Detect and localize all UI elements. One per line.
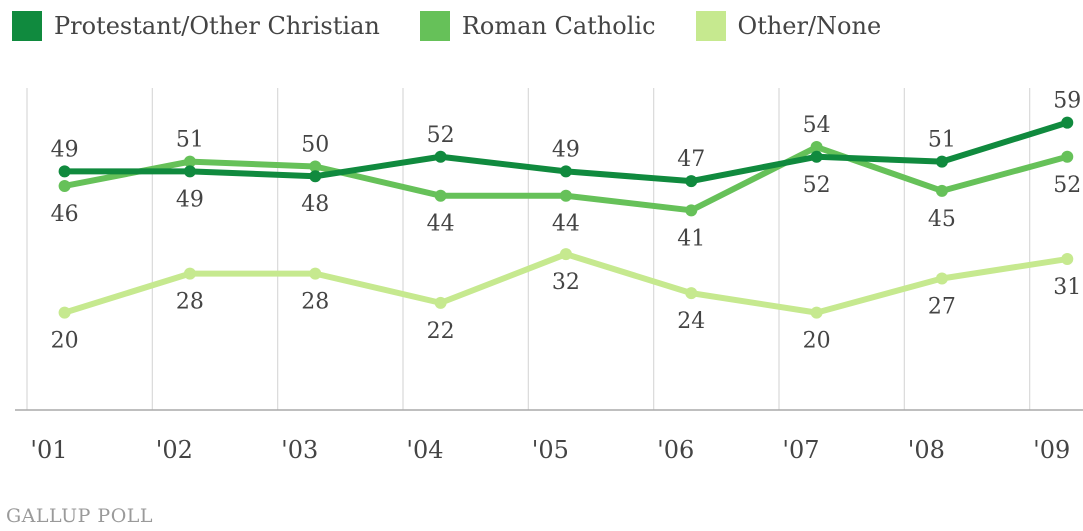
data-point (685, 175, 698, 188)
data-label: 49 (552, 137, 580, 162)
grid-lines (26, 88, 1031, 410)
chart-legend: Protestant/Other Christian Roman Catholi… (12, 6, 921, 46)
x-tick-label: '08 (908, 436, 945, 464)
legend-item-catholic: Roman Catholic (419, 11, 656, 41)
data-label: 47 (677, 147, 705, 172)
data-point (309, 160, 322, 173)
legend-item-other: Other/None (695, 11, 882, 41)
data-point (183, 165, 196, 178)
x-tick-label: '07 (782, 436, 819, 464)
series-lines (58, 116, 1074, 319)
data-label: 52 (427, 123, 455, 148)
data-point (810, 141, 823, 154)
data-point (810, 150, 823, 163)
data-point (935, 184, 948, 197)
data-point (58, 165, 71, 178)
data-label: 31 (1053, 275, 1081, 300)
data-label: 22 (427, 319, 455, 344)
data-point (309, 267, 322, 280)
data-point (685, 204, 698, 217)
x-tick-label: '06 (657, 436, 694, 464)
legend-label-protestant: Protestant/Other Christian (54, 12, 380, 40)
data-point (559, 189, 572, 202)
x-tick-label: '01 (30, 436, 67, 464)
data-point (434, 296, 447, 309)
data-point (810, 306, 823, 319)
data-label: 44 (552, 212, 580, 237)
data-point (559, 165, 572, 178)
legend-swatch-protestant (12, 11, 42, 41)
data-point (1061, 116, 1074, 129)
legend-label-catholic: Roman Catholic (461, 12, 656, 40)
data-label: 32 (552, 270, 580, 295)
line-chart: '01 '02 '03 '04 '05 '06 '07 '08 '09 49 49 48 52 49 47… (15, 88, 1083, 464)
data-point (685, 287, 698, 300)
data-label: 24 (677, 309, 705, 334)
source-credit: GALLUP POLL (6, 505, 154, 527)
data-point (183, 267, 196, 280)
data-point (1061, 253, 1074, 266)
x-tick-label: '05 (532, 436, 569, 464)
data-point (434, 150, 447, 163)
data-point (935, 272, 948, 285)
legend-label-other: Other/None (737, 12, 882, 40)
x-axis-ticks: '01 '02 '03 '04 '05 '06 '07 '08 '09 (30, 436, 1070, 464)
data-label: 59 (1053, 89, 1081, 114)
data-point (1061, 150, 1074, 163)
data-point (58, 306, 71, 319)
legend-swatch-other (695, 11, 726, 41)
data-label: 49 (51, 137, 79, 162)
data-label: 27 (928, 295, 956, 320)
data-label: 51 (928, 128, 956, 153)
data-label: 28 (176, 290, 204, 315)
x-tick-label: '04 (406, 436, 443, 464)
data-label: 54 (803, 113, 831, 138)
data-point (58, 179, 71, 192)
legend-swatch-catholic (419, 11, 450, 41)
data-point (559, 248, 572, 261)
data-label: 46 (51, 202, 79, 227)
data-label: 20 (803, 329, 831, 354)
legend-item-protestant: Protestant/Other Christian (12, 11, 380, 41)
x-tick-label: '02 (156, 436, 193, 464)
data-label: 51 (176, 128, 204, 153)
data-label: 44 (427, 212, 455, 237)
data-point (434, 189, 447, 202)
data-point (309, 170, 322, 183)
data-label: 45 (928, 207, 956, 232)
data-label: 28 (301, 290, 329, 315)
data-label: 52 (803, 173, 831, 198)
data-label: 50 (301, 133, 329, 158)
x-tick-label: '09 (1033, 436, 1070, 464)
data-label: 48 (301, 192, 329, 217)
data-label: 52 (1053, 173, 1081, 198)
x-tick-label: '03 (281, 436, 318, 464)
data-point (935, 155, 948, 168)
data-point (183, 155, 196, 168)
data-label: 20 (51, 329, 79, 354)
data-label: 49 (176, 187, 204, 212)
data-label: 41 (677, 226, 705, 251)
data-labels: 49 49 48 52 49 47 52 51 59 46 51 50 44 44 41 54 45 52 20 28… (51, 89, 1082, 354)
